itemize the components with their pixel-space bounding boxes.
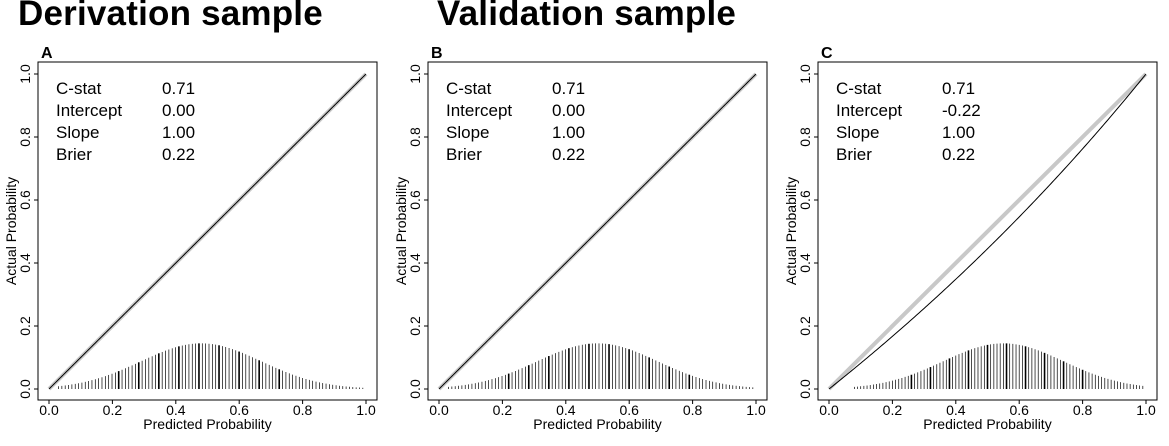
calibration-curve (438, 73, 757, 390)
stat-value: 0.22 (552, 145, 585, 164)
x-axis-title: Predicted Probability (533, 416, 661, 432)
x-tick-label: 0.2 (883, 402, 903, 418)
x-tick-label: 0.2 (103, 402, 123, 418)
y-tick-label: 0.8 (17, 127, 33, 147)
x-tick-label: 0.6 (1009, 402, 1029, 418)
stat-label: C-stat (836, 79, 882, 98)
panel-letter: C (821, 45, 833, 62)
calibration-panel-b: B 0.0 0.2 0.4 0.6 0.8 1.0 0.0 0.2 0.4 0.6 0.8 1.0 Pre… (393, 45, 768, 432)
y-tick-label: 1.0 (407, 64, 423, 84)
x-tick-label: 0.0 (429, 402, 449, 418)
stat-label: Slope (446, 123, 489, 142)
x-tick-label: 0.0 (819, 402, 839, 418)
stat-label: Brier (56, 145, 92, 164)
derivation-sample-heading: Derivation sample (18, 0, 323, 33)
stat-value: 0.71 (162, 79, 195, 98)
stat-label: Intercept (446, 101, 512, 120)
calibration-panel-c: C 0.0 0.2 0.4 0.6 0.8 1.0 0.0 0.2 0.4 0.6 0.8 1.0 Pre… (783, 45, 1158, 432)
y-tick-label: 0.8 (407, 127, 423, 147)
reference-line (827, 72, 1148, 391)
x-tick-label: 0.4 (946, 402, 966, 418)
y-tick-label: 0.2 (407, 316, 423, 336)
x-tick-label: 0.6 (619, 402, 639, 418)
x-tick-label: 0.6 (229, 402, 249, 418)
x-tick-label: 0.4 (556, 402, 576, 418)
y-tick-label: 0.4 (407, 253, 423, 273)
x-tick-label: 1.0 (1136, 402, 1156, 418)
calibration-curve (828, 73, 1147, 390)
stat-value: 0.71 (552, 79, 585, 98)
y-tick-label: 0.6 (17, 190, 33, 210)
plot-frame (817, 61, 1158, 401)
y-tick-label: 0.8 (797, 127, 813, 147)
y-tick-label: 0.4 (17, 253, 33, 273)
y-tick-label: 0.2 (797, 316, 813, 336)
stat-value: 0.00 (552, 101, 585, 120)
y-tick-label: 0.6 (407, 190, 423, 210)
plot-frame (427, 61, 768, 401)
y-axis-title: Actual Probability (3, 177, 19, 285)
x-tick-label: 0.2 (493, 402, 513, 418)
y-tick-label: 1.0 (797, 64, 813, 84)
x-tick-label: 1.0 (746, 402, 766, 418)
x-tick-label: 0.8 (293, 402, 313, 418)
stat-label: Brier (836, 145, 872, 164)
x-tick-label: 0.0 (39, 402, 59, 418)
calibration-curve (48, 73, 367, 390)
stat-value: 0.22 (162, 145, 195, 164)
panel-letter: A (41, 45, 53, 62)
stat-label: Brier (446, 145, 482, 164)
x-axis-title: Predicted Probability (143, 416, 271, 432)
panel-letter: B (431, 45, 443, 62)
y-tick-label: 0.2 (17, 316, 33, 336)
stat-value: 0.71 (942, 79, 975, 98)
x-axis-title: Predicted Probability (923, 416, 1051, 432)
stat-label: Slope (836, 123, 879, 142)
y-tick-label: 0.0 (797, 379, 813, 399)
x-tick-label: 1.0 (356, 402, 376, 418)
stat-value: -0.22 (942, 101, 981, 120)
y-tick-label: 1.0 (17, 64, 33, 84)
y-tick-label: 0.0 (407, 379, 423, 399)
y-axis-title: Actual Probability (783, 177, 799, 285)
y-tick-label: 0.4 (797, 253, 813, 273)
x-tick-label: 0.4 (166, 402, 186, 418)
stat-label: C-stat (446, 79, 492, 98)
stat-label: Intercept (56, 101, 122, 120)
stat-label: C-stat (56, 79, 102, 98)
plot-frame (37, 61, 378, 401)
stat-value: 1.00 (552, 123, 585, 142)
validation-sample-heading: Validation sample (437, 0, 737, 33)
y-axis-title: Actual Probability (393, 177, 409, 285)
calibration-panel-a: A 0.0 0.2 0.4 0.6 0.8 1.0 0.0 0.2 0.4 0.6 0.8 1.0 Pre… (3, 45, 378, 432)
x-tick-label: 0.8 (683, 402, 703, 418)
stat-value: 1.00 (942, 123, 975, 142)
y-tick-label: 0.6 (797, 190, 813, 210)
stat-label: Slope (56, 123, 99, 142)
stat-value: 0.22 (942, 145, 975, 164)
stat-label: Intercept (836, 101, 902, 120)
stat-value: 1.00 (162, 123, 195, 142)
stat-value: 0.00 (162, 101, 195, 120)
y-tick-label: 0.0 (17, 379, 33, 399)
x-tick-label: 0.8 (1073, 402, 1093, 418)
